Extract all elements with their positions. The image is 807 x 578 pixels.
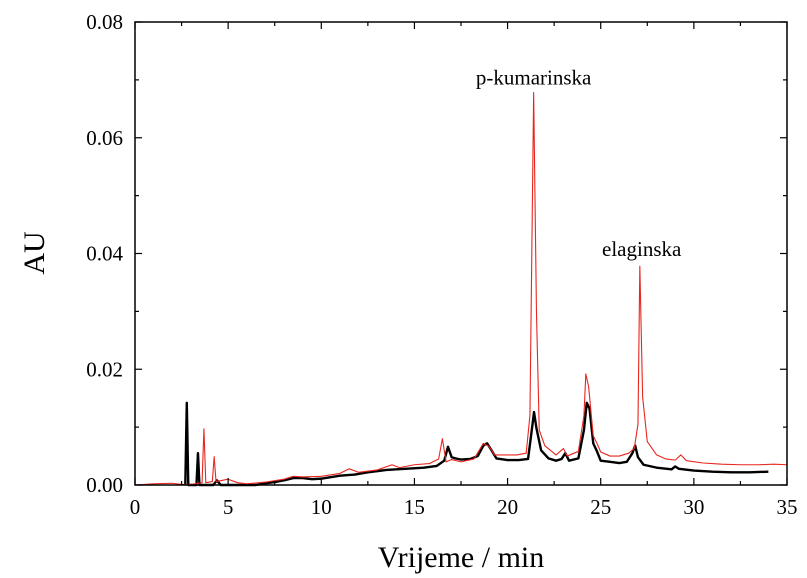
x-axis-title: Vrijeme / min [378, 541, 545, 574]
x-tick-label: 35 [777, 495, 798, 519]
axis-ticks [134, 21, 788, 486]
peak-annotations: p-kumarinska elaginska [476, 65, 682, 261]
plot-frame [134, 21, 788, 486]
peak-label-1: p-kumarinska [476, 65, 592, 89]
x-tick-label: 5 [223, 495, 234, 519]
tick-labels: 0 5 10 15 20 25 30 35 0.00 0.02 0.04 0.06 0.08 [86, 10, 797, 519]
series-layer [134, 92, 788, 487]
series-line-1 [184, 401, 769, 487]
peak-label-2: elaginska [602, 237, 682, 261]
y-tick-label: 0.02 [86, 357, 123, 381]
x-tick-label: 30 [683, 495, 704, 519]
series-line-2 [134, 92, 788, 486]
x-tick-label: 20 [497, 495, 518, 519]
x-tick-label: 10 [311, 495, 332, 519]
y-axis-title: AU [18, 231, 51, 275]
y-tick-label: 0.04 [86, 242, 123, 266]
x-tick-label: 15 [404, 495, 425, 519]
x-tick-label: 0 [130, 495, 141, 519]
x-tick-label: 25 [590, 495, 611, 519]
y-tick-label: 0.00 [86, 473, 123, 497]
y-tick-label: 0.06 [86, 126, 123, 150]
y-tick-label: 0.08 [86, 10, 123, 34]
